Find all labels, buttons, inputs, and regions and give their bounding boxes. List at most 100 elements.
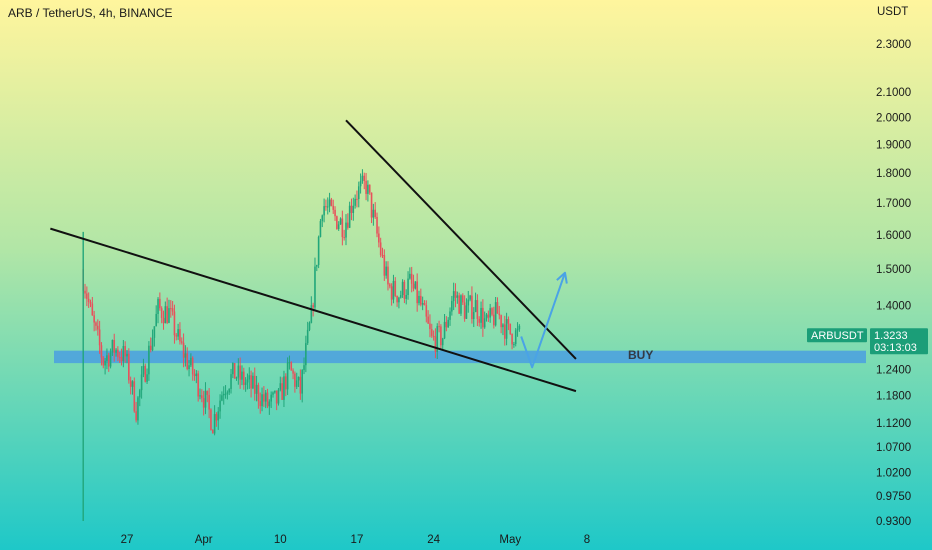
candle-body xyxy=(259,401,262,407)
candle-body xyxy=(460,295,462,314)
candle-body xyxy=(131,381,134,387)
x-tick-label: 27 xyxy=(121,534,134,546)
candle-body xyxy=(438,326,440,328)
candle-body xyxy=(175,335,178,337)
candle-body xyxy=(343,237,345,239)
candle-body xyxy=(494,302,497,326)
candle-body xyxy=(478,318,481,323)
candle-body xyxy=(89,301,92,304)
y-tick-label: 1.8000 xyxy=(876,168,911,180)
candle-body xyxy=(106,355,108,361)
chart-title: ARB / TetherUS, 4h, BINANCE xyxy=(8,6,173,20)
candle-body xyxy=(142,365,145,375)
candle-body xyxy=(423,303,426,306)
candle-body xyxy=(284,376,287,390)
y-tick-label: 1.0200 xyxy=(876,467,911,479)
candle-body xyxy=(257,384,260,402)
candle-body xyxy=(489,308,491,318)
candle-body xyxy=(483,318,486,328)
candle-body xyxy=(462,295,464,303)
support-zone-band xyxy=(54,350,866,364)
candle-body xyxy=(383,255,386,276)
candle-body xyxy=(272,392,274,395)
x-tick-label: 24 xyxy=(427,534,440,546)
candle-body xyxy=(332,205,335,210)
candle-body xyxy=(410,273,413,284)
candle-body xyxy=(146,374,148,382)
candle-body xyxy=(215,414,218,421)
candle-body xyxy=(365,180,367,194)
candle-body xyxy=(274,390,276,393)
candle-body xyxy=(297,376,300,381)
candle-body xyxy=(503,324,506,339)
candle-body xyxy=(182,342,185,358)
candle-body xyxy=(222,393,225,396)
candle-body xyxy=(100,345,103,358)
candle-body xyxy=(314,266,316,308)
time-axis: 27 Apr 10 17 24 May 8 xyxy=(121,534,591,546)
candle-body xyxy=(323,206,325,216)
candles xyxy=(82,169,521,521)
candle-body xyxy=(266,392,269,407)
candle-body xyxy=(350,205,353,213)
candle-body xyxy=(109,352,112,367)
candle-body xyxy=(316,265,318,267)
candle-body xyxy=(456,295,459,298)
axis-unit: USDT xyxy=(877,6,908,18)
candle-body xyxy=(160,308,163,318)
candle-body xyxy=(420,295,422,305)
candle-body xyxy=(425,305,428,317)
candle-body xyxy=(84,290,86,294)
candle-body xyxy=(476,300,479,319)
candle-body xyxy=(244,382,247,385)
candle-body xyxy=(434,336,437,352)
candle-body xyxy=(129,380,132,387)
candle-body xyxy=(210,409,212,430)
candle-body xyxy=(113,340,116,353)
candle-body xyxy=(345,222,347,238)
candle-body xyxy=(241,371,243,380)
candle-body xyxy=(283,376,285,400)
y-tick-label: 1.9000 xyxy=(876,140,911,152)
candle-body xyxy=(412,283,415,289)
candle-body xyxy=(317,236,320,266)
candle-body xyxy=(374,209,376,217)
candle-body xyxy=(396,295,398,303)
candle-body xyxy=(482,307,484,328)
candle-body xyxy=(213,414,216,434)
candle-body xyxy=(471,295,473,320)
candle-body xyxy=(451,301,453,312)
candle-body xyxy=(321,215,324,222)
candle-body xyxy=(463,302,466,319)
candle-body xyxy=(290,362,293,371)
candle-body xyxy=(148,345,150,375)
candle-body xyxy=(491,308,493,315)
price-tag-bg xyxy=(870,328,928,355)
candle-body xyxy=(409,273,411,279)
candle-body xyxy=(378,233,380,243)
candle-body xyxy=(445,321,448,328)
candle-body xyxy=(188,365,190,369)
candle-body xyxy=(128,353,130,381)
candle-body xyxy=(452,291,455,302)
candle-body xyxy=(261,394,263,407)
candle-body xyxy=(179,329,181,342)
candle-body xyxy=(493,314,495,326)
y-tick-label: 2.1000 xyxy=(876,87,911,99)
symbol-tag-bg xyxy=(807,328,867,343)
candle-body xyxy=(246,379,249,383)
projection-arrowhead xyxy=(556,271,568,284)
candle-body xyxy=(239,365,241,380)
candle-body xyxy=(263,394,265,402)
candle-body xyxy=(86,293,88,299)
candle-body xyxy=(95,322,97,326)
candle-body xyxy=(166,306,168,323)
candle-body xyxy=(299,376,302,394)
candle-body xyxy=(292,370,294,374)
y-tick-label: 1.6000 xyxy=(876,230,911,242)
y-tick-label: 1.1200 xyxy=(876,418,911,430)
candle-body xyxy=(159,298,161,309)
